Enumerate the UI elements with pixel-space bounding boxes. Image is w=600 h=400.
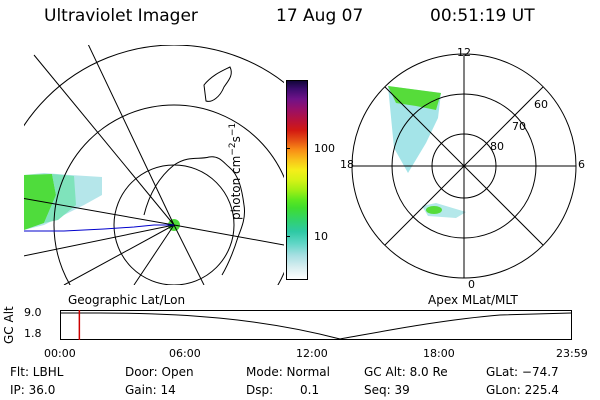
gc-alt-label: GC Alt: 8.0 Re xyxy=(364,365,448,379)
aurora-emission-patch-left-mid xyxy=(44,174,76,223)
glat-label: GLat: −74.7 xyxy=(486,365,559,379)
mode-label: Mode: Normal xyxy=(246,365,330,379)
door-label: Door: Open xyxy=(125,365,194,379)
ground-track xyxy=(24,224,174,232)
altitude-xtick-4: 23:59 xyxy=(556,347,588,360)
altitude-xtick-2: 12:00 xyxy=(296,347,328,360)
date-label: 17 Aug 07 xyxy=(276,6,364,26)
apex-panel-label: Apex MLat/MLT xyxy=(428,293,518,307)
apex-mlt-spokes xyxy=(352,54,576,278)
altitude-plot xyxy=(60,310,572,340)
island-coast xyxy=(203,66,232,102)
geographic-panel-label: Geographic Lat/Lon xyxy=(68,293,186,307)
colorbar-label-100: 100 xyxy=(314,142,335,155)
instrument-title: Ultraviolet Imager xyxy=(44,6,198,26)
apex-mlt-label-left: 18 xyxy=(340,158,354,171)
altitude-xtick-0: 00:00 xyxy=(44,347,76,360)
apex-mlt-label-top: 12 xyxy=(457,46,471,59)
apex-lat-label-70: 70 xyxy=(512,120,526,133)
antarctic-coastline xyxy=(143,156,245,276)
geographic-map xyxy=(24,45,284,285)
altitude-ytick-high: 9.0 xyxy=(24,306,42,319)
altitude-ylabel: GC Alt xyxy=(2,306,16,344)
colorbar-tick-10 xyxy=(286,236,290,237)
colorbar-tick-100 xyxy=(286,148,290,149)
geo-lat-circle-2 xyxy=(53,104,284,285)
altitude-xtick-1: 06:00 xyxy=(169,347,201,360)
sequence-label: Seq: 39 xyxy=(364,383,410,397)
geo-lat-circle-3 xyxy=(24,45,284,127)
apex-lat-label-80: 80 xyxy=(490,140,504,153)
dsp-label: Dsp: xyxy=(246,383,274,397)
ip-label: IP: 36.0 xyxy=(10,383,56,397)
time-label: 00:51:19 UT xyxy=(430,6,535,26)
colorbar xyxy=(286,80,308,280)
apex-mlt-label-bottom: 0 xyxy=(468,278,475,291)
apex-aurora-spot-lower xyxy=(426,206,442,214)
apex-polar-map xyxy=(351,53,577,279)
gain-label: Gain: 14 xyxy=(125,383,176,397)
dsp-value: 0.1 xyxy=(300,383,320,397)
altitude-plot-frame xyxy=(60,310,572,340)
colorbar-label-10: 10 xyxy=(314,230,328,243)
filter-label: Flt: LBHL xyxy=(10,365,64,379)
colorbar-unit-label: photon cm−2s−1 xyxy=(228,122,243,220)
apex-lat-label-60: 60 xyxy=(534,98,548,111)
geo-meridians xyxy=(24,45,284,285)
glon-label: GLon: 225.4 xyxy=(486,383,559,397)
apex-mlt-label-right: 6 xyxy=(578,158,585,171)
altitude-xtick-3: 18:00 xyxy=(423,347,455,360)
altitude-ytick-low: 1.8 xyxy=(24,327,42,340)
aurora-emission-patch-left-bright xyxy=(24,174,56,230)
altitude-curve xyxy=(61,312,572,340)
